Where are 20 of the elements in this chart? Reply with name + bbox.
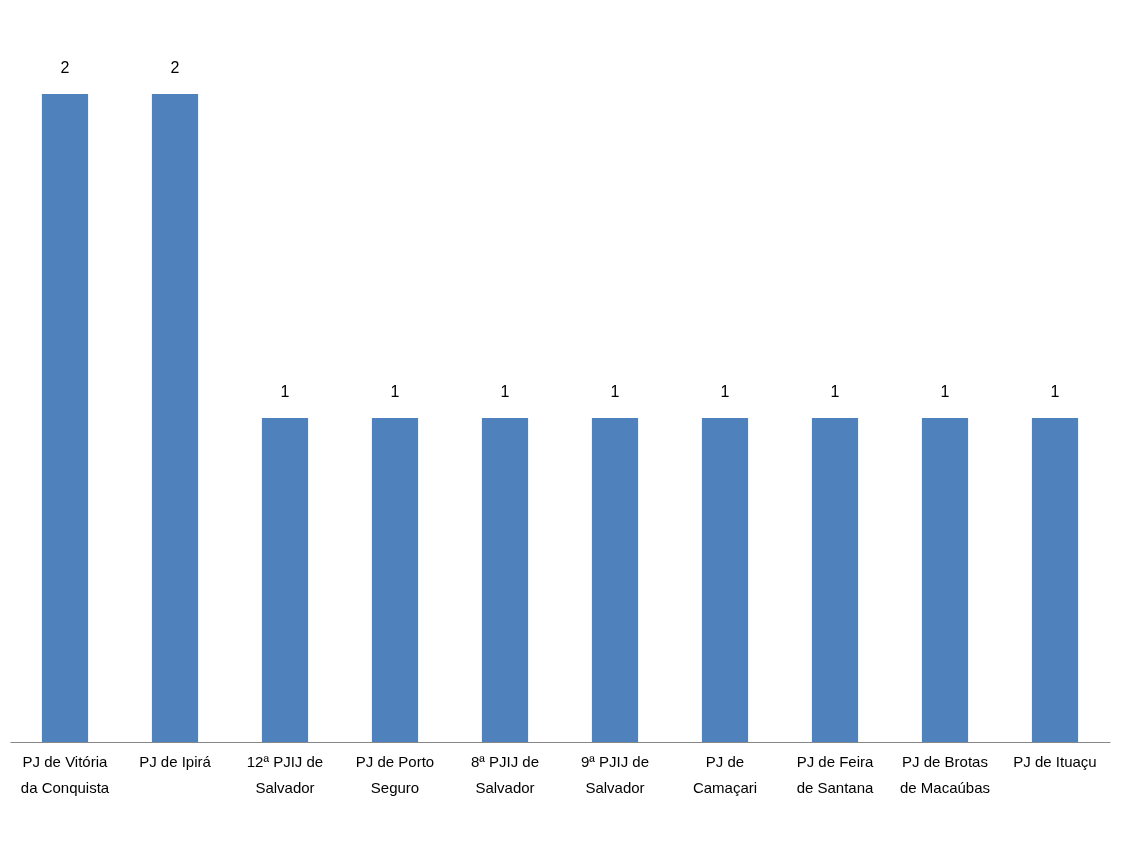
x-tick-label: PJ de Brotas de Macaúbas [899,752,991,796]
data-label: 1 [610,383,620,400]
data-label: 1 [720,383,730,400]
data-label: 2 [170,59,180,76]
data-label: 1 [830,383,840,400]
x-tick-label: PJ de Feira de Santana [796,752,875,796]
x-tick-label: PJ de Ituaçu [1013,752,1097,770]
x-tick-label: 8ª PJIJ de Salvador [470,752,540,796]
data-label: 1 [500,383,510,400]
data-label: 1 [390,383,400,400]
x-tick-label: PJ de Vitória da Conquista [20,752,110,796]
data-label: 1 [1050,383,1060,400]
x-tick-label: 9ª PJIJ de Salvador [580,752,650,796]
x-tick-label: 12ª PJIJ de Salvador [246,752,324,796]
data-label: 1 [940,383,950,400]
x-tick-label: PJ de Camaçari [692,752,758,796]
x-tick-label: PJ de Porto Seguro [355,752,435,796]
x-tick-label: PJ de Ipirá [139,752,212,770]
data-label: 2 [60,59,70,76]
data-label: 1 [280,383,290,400]
